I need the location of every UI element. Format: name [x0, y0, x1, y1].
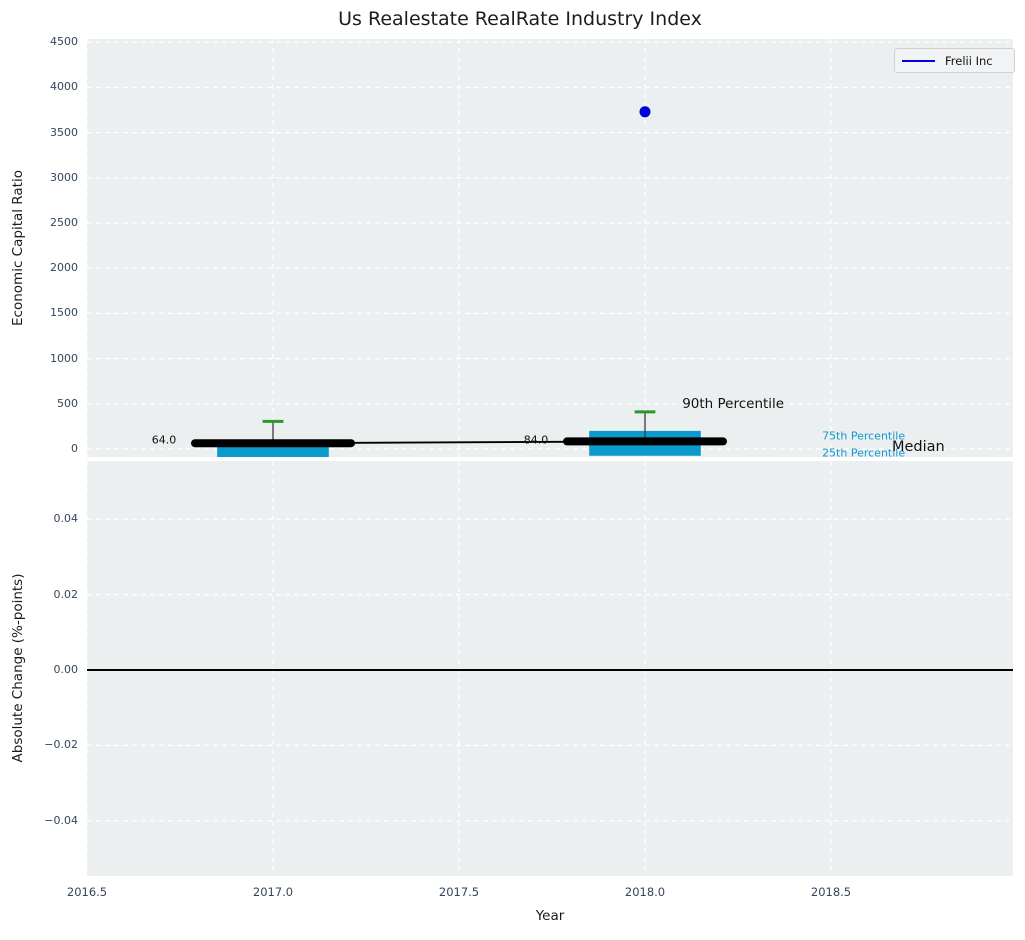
annotation-64-0: 64.0 [151, 433, 177, 447]
y-tick-label-top: 2500 [50, 216, 78, 229]
y-tick-label-top: 500 [57, 396, 78, 410]
y-tick-label-top: 3500 [50, 125, 78, 139]
y-tick-label-bottom: 0.02 [53, 587, 79, 601]
legend-line-swatch [902, 59, 935, 62]
x-tick-label: 2017.5 [438, 885, 480, 899]
annotation-median: Median [892, 438, 945, 455]
annotation-84-0: 84.0 [523, 433, 549, 446]
bottom-plot-area [87, 461, 1013, 876]
y-axis-label-top: Economic Capital Ratio [10, 170, 26, 326]
y-tick-label-bottom: 0.04 [53, 512, 79, 526]
y-tick-label-bottom: 0.00 [53, 663, 79, 676]
y-tick-label-top: 4000 [50, 80, 78, 94]
bottom-plot-canvas [87, 461, 1013, 876]
y-tick-label-top: 3000 [50, 170, 78, 184]
x-tick-label: 2018.0 [624, 885, 666, 899]
annotation-90th-percentile: 90th Percentile [682, 395, 785, 412]
legend: Frelii Inc [894, 48, 1015, 73]
y-tick-label-top: 1500 [50, 306, 78, 320]
y-tick-label-bottom: −0.04 [44, 813, 78, 827]
y-tick-label-bottom: −0.02 [44, 738, 78, 752]
y-tick-label-top: 4500 [50, 35, 78, 49]
y-tick-label-top: 1000 [50, 351, 78, 365]
x-axis-label: Year [535, 908, 565, 924]
outlier-point [639, 106, 651, 118]
x-tick-label: 2018.5 [810, 885, 852, 899]
legend-entry-label: Frelii Inc [945, 53, 993, 68]
top-plot-area [87, 39, 1013, 457]
y-tick-label-top: 0 [71, 442, 78, 455]
x-tick-label: 2016.5 [66, 885, 108, 899]
annotation-25th-percentile: 25th Percentile [822, 446, 906, 460]
x-tick-label: 2017.0 [252, 885, 294, 899]
y-axis-label-bottom: Absolute Change (%-points) [10, 573, 26, 763]
top-plot-canvas [87, 39, 1013, 457]
chart-title: Us Realestate RealRate Industry Index [338, 8, 702, 30]
y-tick-label-top: 2000 [50, 261, 78, 275]
annotation-75th-percentile: 75th Percentile [822, 429, 906, 443]
